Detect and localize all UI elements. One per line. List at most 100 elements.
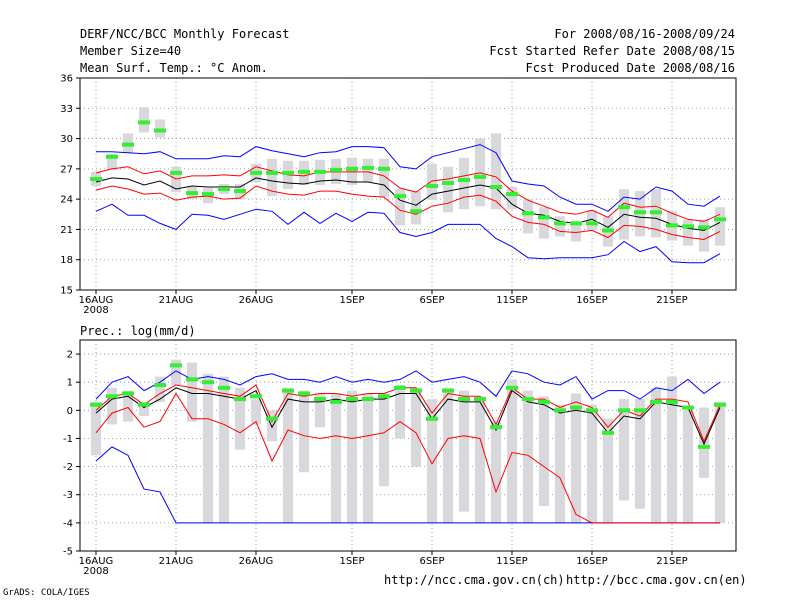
member-mark	[666, 399, 678, 404]
y-tick-label: 2	[67, 350, 73, 361]
member-mark	[378, 166, 390, 171]
member-mark	[346, 166, 358, 171]
spread-box	[427, 163, 437, 201]
spread-box	[555, 216, 565, 237]
spread-box	[203, 373, 213, 523]
series-line-lower	[95, 392, 593, 524]
forecast-period: For 2008/08/16-2008/09/24	[554, 27, 735, 41]
spread-box	[107, 153, 117, 170]
spread-box	[283, 387, 293, 523]
member-mark	[650, 210, 662, 215]
member-mark	[106, 154, 118, 159]
spread-box	[699, 219, 709, 252]
grads-credit: GrADS: COLA/IGES	[3, 588, 90, 598]
member-mark	[266, 416, 278, 421]
series-line-mean	[95, 177, 721, 231]
member-mark	[442, 388, 454, 393]
plot-frame	[79, 77, 737, 291]
spread-box	[267, 158, 277, 197]
y-tick-label: 24	[60, 195, 73, 206]
panel2-label: Prec.: log(mm/d)	[80, 324, 196, 338]
spread-box	[171, 359, 181, 386]
x-tick-label: 21SEP	[656, 556, 687, 567]
member-mark	[330, 167, 342, 172]
member-mark	[522, 211, 534, 216]
series-line-mean	[95, 387, 721, 446]
member-mark	[122, 391, 134, 396]
spread-box	[651, 387, 661, 523]
spread-box	[187, 362, 197, 422]
x-tick-sublabel: 2008	[83, 566, 108, 577]
member-mark	[218, 187, 230, 192]
member-mark	[250, 394, 262, 399]
spread-box	[251, 399, 261, 425]
x-tick-label: 26AUG	[239, 295, 274, 306]
y-tick-label: -1	[63, 434, 73, 445]
member-mark	[682, 405, 694, 410]
spread-box	[235, 387, 245, 450]
member-mark	[458, 397, 470, 402]
spread-box	[395, 189, 405, 226]
produced-date: Fcst Produced Date 2008/08/16	[525, 61, 735, 75]
spread-box	[587, 210, 597, 231]
spread-box	[635, 399, 645, 509]
member-mark	[154, 383, 166, 388]
member-mark	[186, 191, 198, 196]
member-mark	[298, 391, 310, 396]
member-mark	[394, 194, 406, 199]
y-tick-label: 0	[67, 406, 73, 417]
url-ch-link[interactable]: http://ncc.cma.gov.cn(ch)	[384, 573, 565, 587]
spread-box	[603, 418, 613, 523]
member-mark	[698, 444, 710, 449]
spread-box	[523, 390, 533, 523]
member-mark	[266, 170, 278, 175]
member-mark	[474, 174, 486, 179]
spread-box	[379, 393, 389, 487]
spread-box	[139, 401, 149, 416]
spread-box	[491, 421, 501, 523]
series-line-max	[96, 144, 721, 212]
member-mark	[522, 397, 534, 402]
chart-title: DERF/NCC/BCC Monthly Forecast	[80, 27, 290, 41]
spread-box	[107, 387, 117, 425]
spread-box	[699, 407, 709, 478]
member-mark	[538, 215, 550, 220]
y-tick-label: 36	[60, 74, 73, 85]
member-mark	[314, 169, 326, 174]
url-en-link[interactable]: http://bcc.cma.gov.cn(en)	[566, 573, 747, 587]
member-mark	[186, 377, 198, 382]
x-tick-label: 16SEP	[576, 556, 607, 567]
panel1-label: Mean Surf. Temp.: °C Anom.	[80, 61, 268, 75]
member-mark	[426, 416, 438, 421]
member-mark	[554, 221, 566, 226]
member-mark	[506, 192, 518, 197]
spread-box	[667, 376, 677, 523]
member-mark	[634, 210, 646, 215]
spread-box	[539, 396, 549, 506]
spread-box	[571, 393, 581, 523]
series-line-upper	[95, 384, 721, 443]
spread-box	[411, 191, 421, 225]
spread-box	[91, 401, 101, 456]
start-ref-date: Fcst Started Refer Date 2008/08/15	[489, 44, 735, 58]
y-tick-label: 27	[60, 164, 73, 175]
spread-box	[123, 390, 133, 422]
member-mark	[490, 185, 502, 190]
member-mark	[618, 408, 630, 413]
member-mark	[698, 225, 710, 230]
member-mark	[378, 394, 390, 399]
member-mark	[714, 217, 726, 222]
spread-box	[507, 379, 517, 523]
member-mark	[202, 192, 214, 197]
member-mark	[650, 399, 662, 404]
x-tick-label: 6SEP	[419, 295, 444, 306]
member-size: Member Size=40	[80, 44, 182, 58]
member-mark	[154, 128, 166, 133]
spread-box	[571, 221, 581, 242]
member-mark	[234, 397, 246, 402]
x-tick-label: 16AUG	[79, 556, 114, 567]
member-mark	[330, 399, 342, 404]
spread-box	[219, 376, 229, 523]
member-mark	[490, 425, 502, 430]
